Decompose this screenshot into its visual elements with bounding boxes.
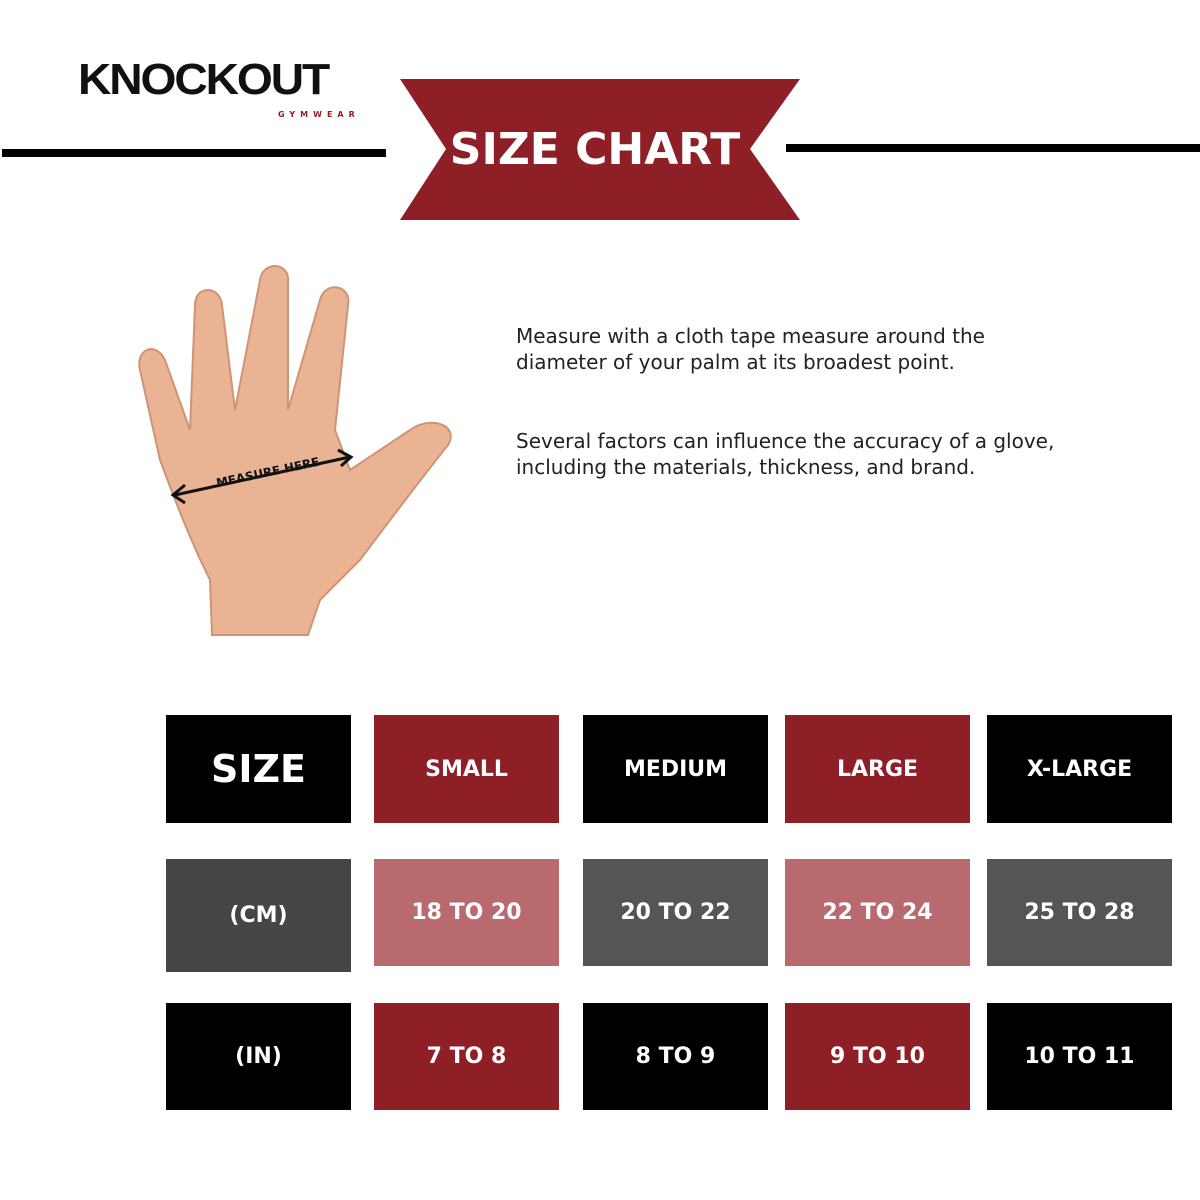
instruction-1: Measure with a cloth tape measure around… [516, 324, 985, 374]
instruction-2: Several factors can influence the accura… [516, 429, 1055, 479]
table-cell: 20 TO 22 [583, 859, 768, 966]
table-cell: 22 TO 24 [785, 859, 970, 966]
brand-logo: KNOCKOUT GYMWEAR [78, 56, 358, 120]
hand-illustration: MEASURE HERE [138, 265, 452, 636]
table-cell: 10 TO 11 [987, 1003, 1172, 1110]
table-header-cell: X-LARGE [987, 715, 1172, 823]
banner-ribbon [400, 79, 800, 220]
table-header-cell: SIZE [166, 715, 351, 823]
brand-tagline: GYMWEAR [278, 110, 360, 119]
divider-right [786, 144, 1200, 152]
table-cell: 25 TO 28 [987, 859, 1172, 966]
table-header-cell: SMALL [374, 715, 559, 823]
brand-name: KNOCKOUT [78, 55, 330, 104]
divider-left [2, 149, 386, 157]
table-cell: (CM) [166, 859, 351, 972]
banner-title: SIZE CHART [449, 124, 741, 175]
table-cell: 8 TO 9 [583, 1003, 768, 1110]
table-header-cell: MEDIUM [583, 715, 768, 823]
table-cell: 9 TO 10 [785, 1003, 970, 1110]
table-header-cell: LARGE [785, 715, 970, 823]
table-cell: (IN) [166, 1003, 351, 1110]
table-cell: 7 TO 8 [374, 1003, 559, 1110]
table-cell: 18 TO 20 [374, 859, 559, 966]
